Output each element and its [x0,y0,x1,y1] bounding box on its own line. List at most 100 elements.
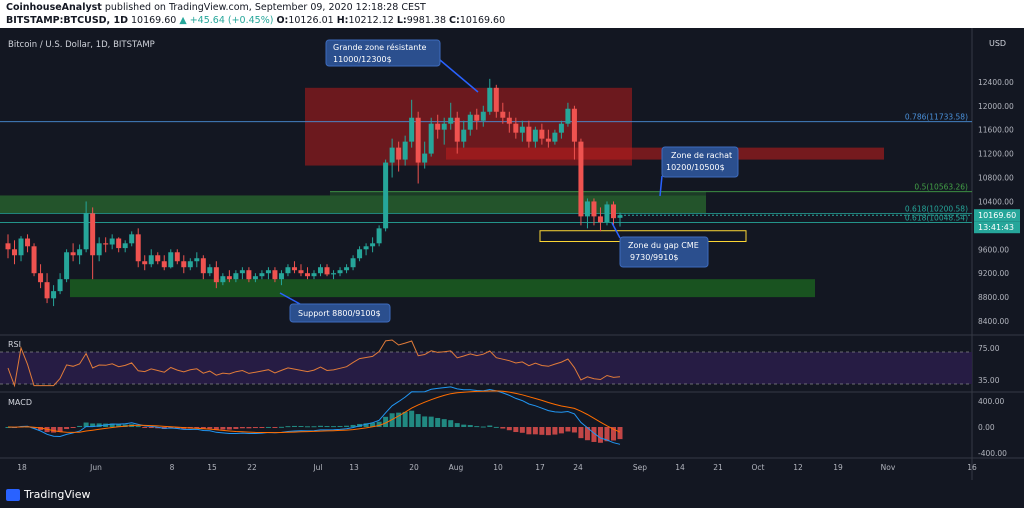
macd-histogram-bar [376,421,382,427]
candle-body [578,141,584,217]
candle-body [155,255,161,262]
macd-histogram-bar [64,427,70,430]
macd-histogram-bar [604,427,610,442]
candle-body [493,87,499,112]
candle-body [5,243,11,250]
candle-body [181,261,187,268]
low-label: L: [396,15,407,26]
macd-histogram-bar [116,424,122,427]
macd-histogram-bar [57,427,63,432]
price-chart[interactable]: Bitcoin / U.S. Dollar, 1D, BITSTAMP USD 12… [0,28,1024,480]
y-tick-label: 11200.00 [978,150,1014,159]
macd-histogram-bar [448,420,454,427]
x-tick-label: 13 [349,463,359,472]
macd-histogram-bar [513,427,519,433]
candle-body [513,123,519,133]
macd-histogram-bar [200,427,206,429]
brand-label: TradingView [24,488,91,501]
macd-histogram-bar [311,426,317,428]
macd-tick-label: -400.00 [978,449,1007,458]
x-tick-label: 17 [535,463,545,472]
candle-body [610,204,616,219]
candle-body [565,108,571,124]
candle-body [402,141,408,160]
macd-histogram-bar [233,427,239,429]
x-tick-label: 20 [409,463,419,472]
macd-histogram-bar [435,417,441,427]
symbol-line: BITSTAMP:BTCUSD, 1D 10169.60 ▲ +45.64 (+… [6,15,505,26]
callout-pointer [439,59,479,93]
macd-histogram-bar [70,427,76,428]
candle-body [519,126,525,133]
macd-histogram-bar [584,427,590,441]
macd-histogram-bar [363,423,369,427]
macd-histogram-bar [246,427,252,429]
candle-body [584,201,590,217]
candle-body [597,216,603,223]
candle-body [532,129,538,142]
candle-body [174,252,180,262]
macd-histogram-bar [545,427,551,436]
x-tick-label: 14 [675,463,685,472]
macd-histogram-bar [539,427,545,435]
macd-histogram-bar [532,427,538,435]
chart-title: Bitcoin / U.S. Dollar, 1D, BITSTAMP [8,40,155,50]
candle-body [207,267,213,274]
candle-body [194,258,200,262]
candle-body [129,234,135,244]
macd-histogram-bar [331,426,337,428]
candle-body [591,201,597,217]
y-tick-label: 8800.00 [978,293,1009,302]
annotation-text: Grande zone résistante [333,42,426,52]
currency-label: USD [989,39,1006,48]
tradingview-logo-icon [6,488,20,501]
candle-body [233,273,239,280]
candle-body [558,123,564,133]
y-tick-label: 10400.00 [978,197,1014,206]
macd-histogram-bar [506,427,512,431]
macd-histogram-bar [597,427,603,443]
callout-pointer [279,292,301,305]
macd-histogram-bar [487,425,493,427]
tradingview-brand[interactable]: TradingView [6,488,90,501]
macd-histogram-bar [285,426,291,428]
candle-body [441,123,447,130]
x-tick-label: Oct [752,463,765,472]
macd-histogram-bar [304,426,310,428]
x-tick-label: 21 [713,463,723,472]
macd-histogram-bar [396,412,402,427]
candle-body [467,114,473,130]
candle-body [25,238,31,247]
macd-histogram-bar [480,426,486,428]
x-tick-label: 24 [573,463,583,472]
high-label: H: [336,15,349,26]
candle-body [122,243,128,249]
x-tick-label: 15 [207,463,217,472]
macd-histogram-bar [142,427,148,428]
candle-body [370,243,376,247]
x-tick-label: Aug [449,463,464,472]
candle-body [318,267,324,274]
macd-histogram-bar [552,427,558,435]
candle-body [331,273,337,275]
candle-body [604,204,610,223]
macd-histogram-bar [318,425,324,427]
candle-body [571,108,577,142]
macd-histogram-bar [415,414,421,427]
macd-tick-label: 0.00 [978,423,995,432]
x-tick-label: 12 [793,463,803,472]
macd-histogram-bar [493,426,499,428]
author-name[interactable]: CoinhouseAnalyst [6,2,102,13]
y-tick-label: 12000.00 [978,102,1014,111]
candle-body [90,213,96,256]
candle-body [487,87,493,112]
candle-body [278,273,284,280]
candle-body [38,273,44,283]
last-price-label: 10169.60 [978,211,1016,220]
candle-body [409,117,415,142]
annotation-text: 11000/12300$ [333,55,392,64]
zone-rachat-upper [330,191,706,196]
macd-histogram-bar [239,427,245,429]
annotation-callout [325,39,441,67]
candle-body [161,261,167,268]
